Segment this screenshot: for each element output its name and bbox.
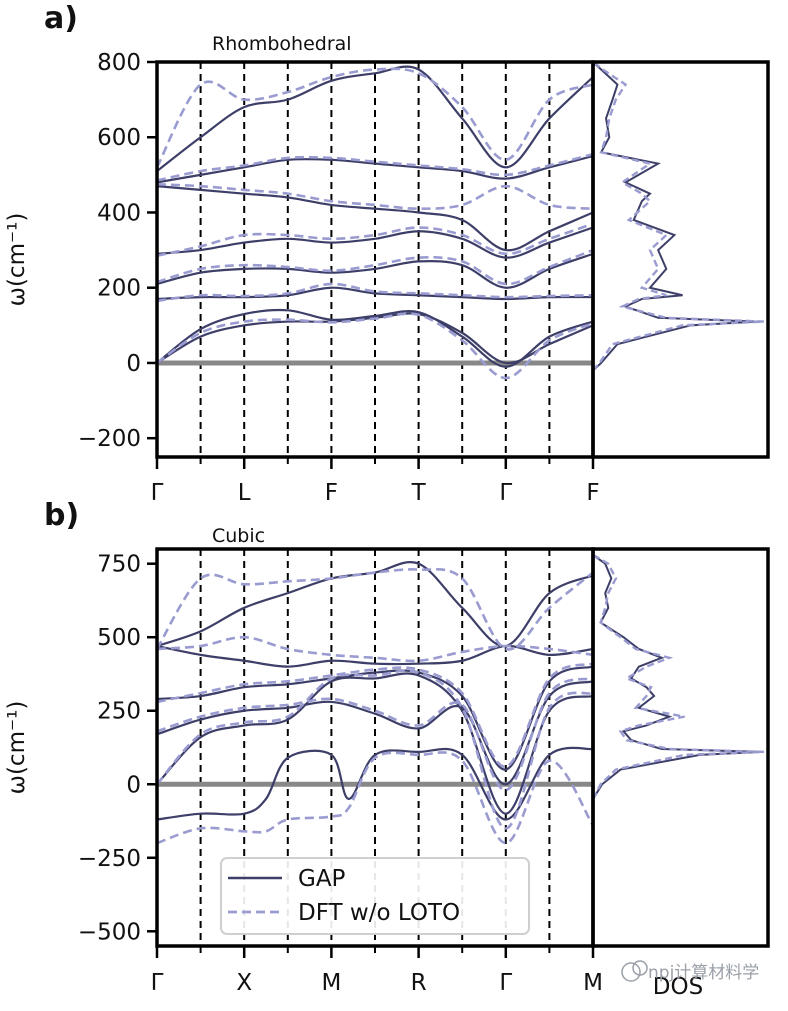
y-tick-label: 0 <box>126 772 141 798</box>
series-line-dft <box>157 282 593 303</box>
x-tick-label: Γ <box>499 480 512 506</box>
x-tick-label: F <box>325 480 338 506</box>
y-tick-label: 800 <box>97 50 141 76</box>
dos-frame <box>591 60 770 459</box>
y-axis-label: ω(cm⁻¹) <box>4 701 30 795</box>
series-line-dft <box>157 751 593 845</box>
x-tick-label: Γ <box>151 970 164 996</box>
series-line-gap <box>157 185 593 252</box>
series-line-dft <box>157 222 593 258</box>
y-tick-label: −250 <box>78 846 141 872</box>
series-line-gap <box>157 65 593 172</box>
panel-label: b) <box>44 498 79 533</box>
series-line-dft <box>157 677 593 792</box>
series-line-gap <box>157 672 593 815</box>
x-tick-label: M <box>321 970 341 996</box>
legend-box <box>220 857 530 935</box>
series-line-dft <box>157 669 593 830</box>
y-tick-label: 500 <box>97 625 141 651</box>
series-line-dft <box>157 635 593 663</box>
series-line-gap <box>157 226 593 259</box>
panel-subtitle: Rhombohedral <box>212 33 352 55</box>
band-lines <box>157 65 593 380</box>
y-tick-label: 0 <box>126 351 141 377</box>
band-lines <box>157 561 593 845</box>
y-axis-label: ω(cm⁻¹) <box>4 213 30 307</box>
dos-line-gap <box>592 554 761 800</box>
dos-plot <box>591 553 765 800</box>
y-tick-label: 600 <box>97 125 141 151</box>
x-tick-label: L <box>238 480 251 506</box>
series-line-gap <box>157 746 593 821</box>
dos-label: DOS <box>653 974 703 1000</box>
y-tick-label: −500 <box>78 919 141 945</box>
y-tick-label: −200 <box>78 426 141 452</box>
x-tick-label: X <box>236 970 252 996</box>
x-tick-label: R <box>411 970 427 996</box>
y-tick-label: 250 <box>97 699 141 725</box>
series-line-gap <box>157 154 593 184</box>
series-line-dft <box>157 662 593 768</box>
y-tick-label: 200 <box>97 276 141 302</box>
y-tick-label: 750 <box>97 552 141 578</box>
dos-line-dft <box>591 553 765 800</box>
x-tick-label: M <box>583 970 603 996</box>
series-line-gap <box>157 561 593 648</box>
series-line-dft <box>157 152 593 182</box>
series-line-dft <box>157 182 593 211</box>
watermark: npj计算材料学 <box>621 960 759 983</box>
panel-a: a) Rhombohedral −200 0 200 400 600 800 ω(cm⁻¹) Γ L… <box>4 1 770 506</box>
series-line-dft <box>157 312 593 380</box>
dos-frame <box>591 547 770 948</box>
wechat-icon <box>632 960 648 976</box>
series-line-dft <box>157 568 593 651</box>
series-line-gap <box>157 286 593 301</box>
wechat-icon <box>621 962 641 982</box>
series-line-dft <box>157 67 593 168</box>
legend-entry-gap: GAP <box>298 866 346 892</box>
dos-plot <box>592 61 765 372</box>
y-tick-label: 400 <box>97 200 141 226</box>
legend-entry-dft: DFT w/o LOTO <box>298 900 460 926</box>
watermark-text: npj计算材料学 <box>648 963 759 983</box>
panel-label: a) <box>44 1 78 36</box>
x-tick-label: Γ <box>151 480 164 506</box>
legend: GAP DFT w/o LOTO <box>220 857 530 935</box>
panel-b: b) Cubic −500 −250 0 250 500 750 ω(cm⁻¹) Γ X M R Γ M DO… <box>4 498 770 1000</box>
series-line-dft <box>157 248 593 286</box>
x-tick-label: F <box>586 480 599 506</box>
series-line-gap <box>157 308 593 368</box>
panel-subtitle: Cubic <box>212 525 265 547</box>
x-tick-label: Γ <box>499 970 512 996</box>
dos-line-dft <box>592 61 765 372</box>
series-line-gap <box>157 252 593 289</box>
x-tick-label: T <box>411 480 427 506</box>
